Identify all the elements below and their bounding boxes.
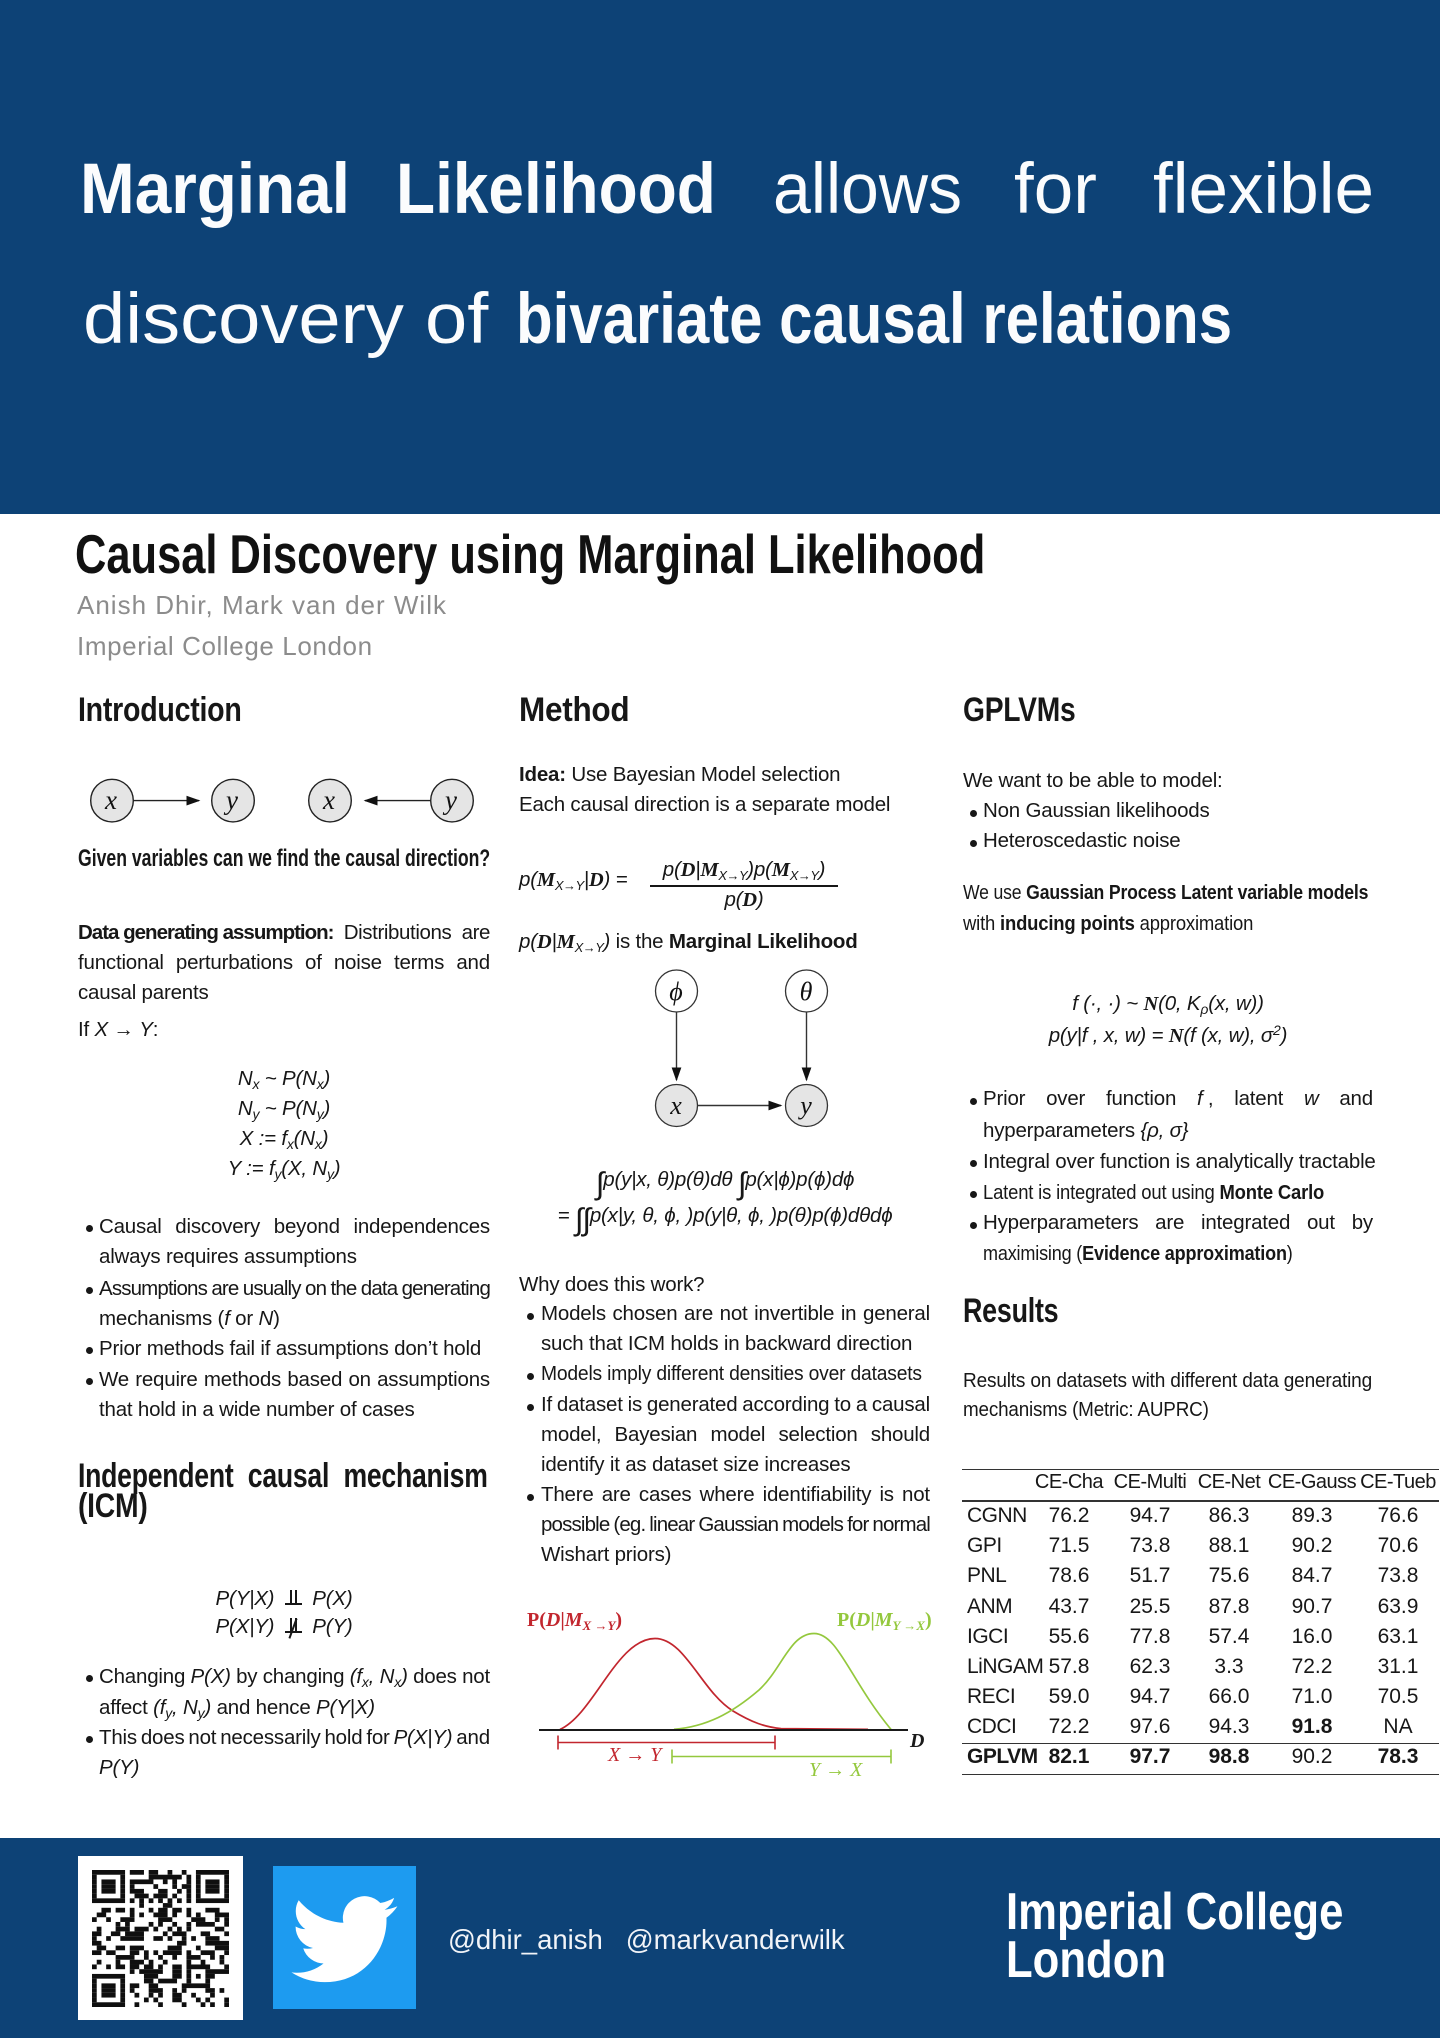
svg-text:x: x [322,785,335,815]
svg-text:ϕ: ϕ [669,977,682,1006]
svg-text:y: y [442,785,457,815]
svg-text:θ: θ [800,977,813,1006]
svg-text:P(D|MY →X): P(D|MY →X) [837,1609,931,1633]
svg-text:D: D [909,1730,924,1752]
svg-text:y: y [223,785,238,815]
svg-text:x: x [104,785,117,815]
svg-text:y: y [797,1091,812,1120]
svg-text:X → Y: X → Y [607,1744,663,1766]
svg-text:P(D|MX →Y): P(D|MX →Y) [527,1609,622,1633]
svg-text:Y → X: Y → X [809,1759,863,1781]
svg-text:x: x [669,1091,682,1120]
